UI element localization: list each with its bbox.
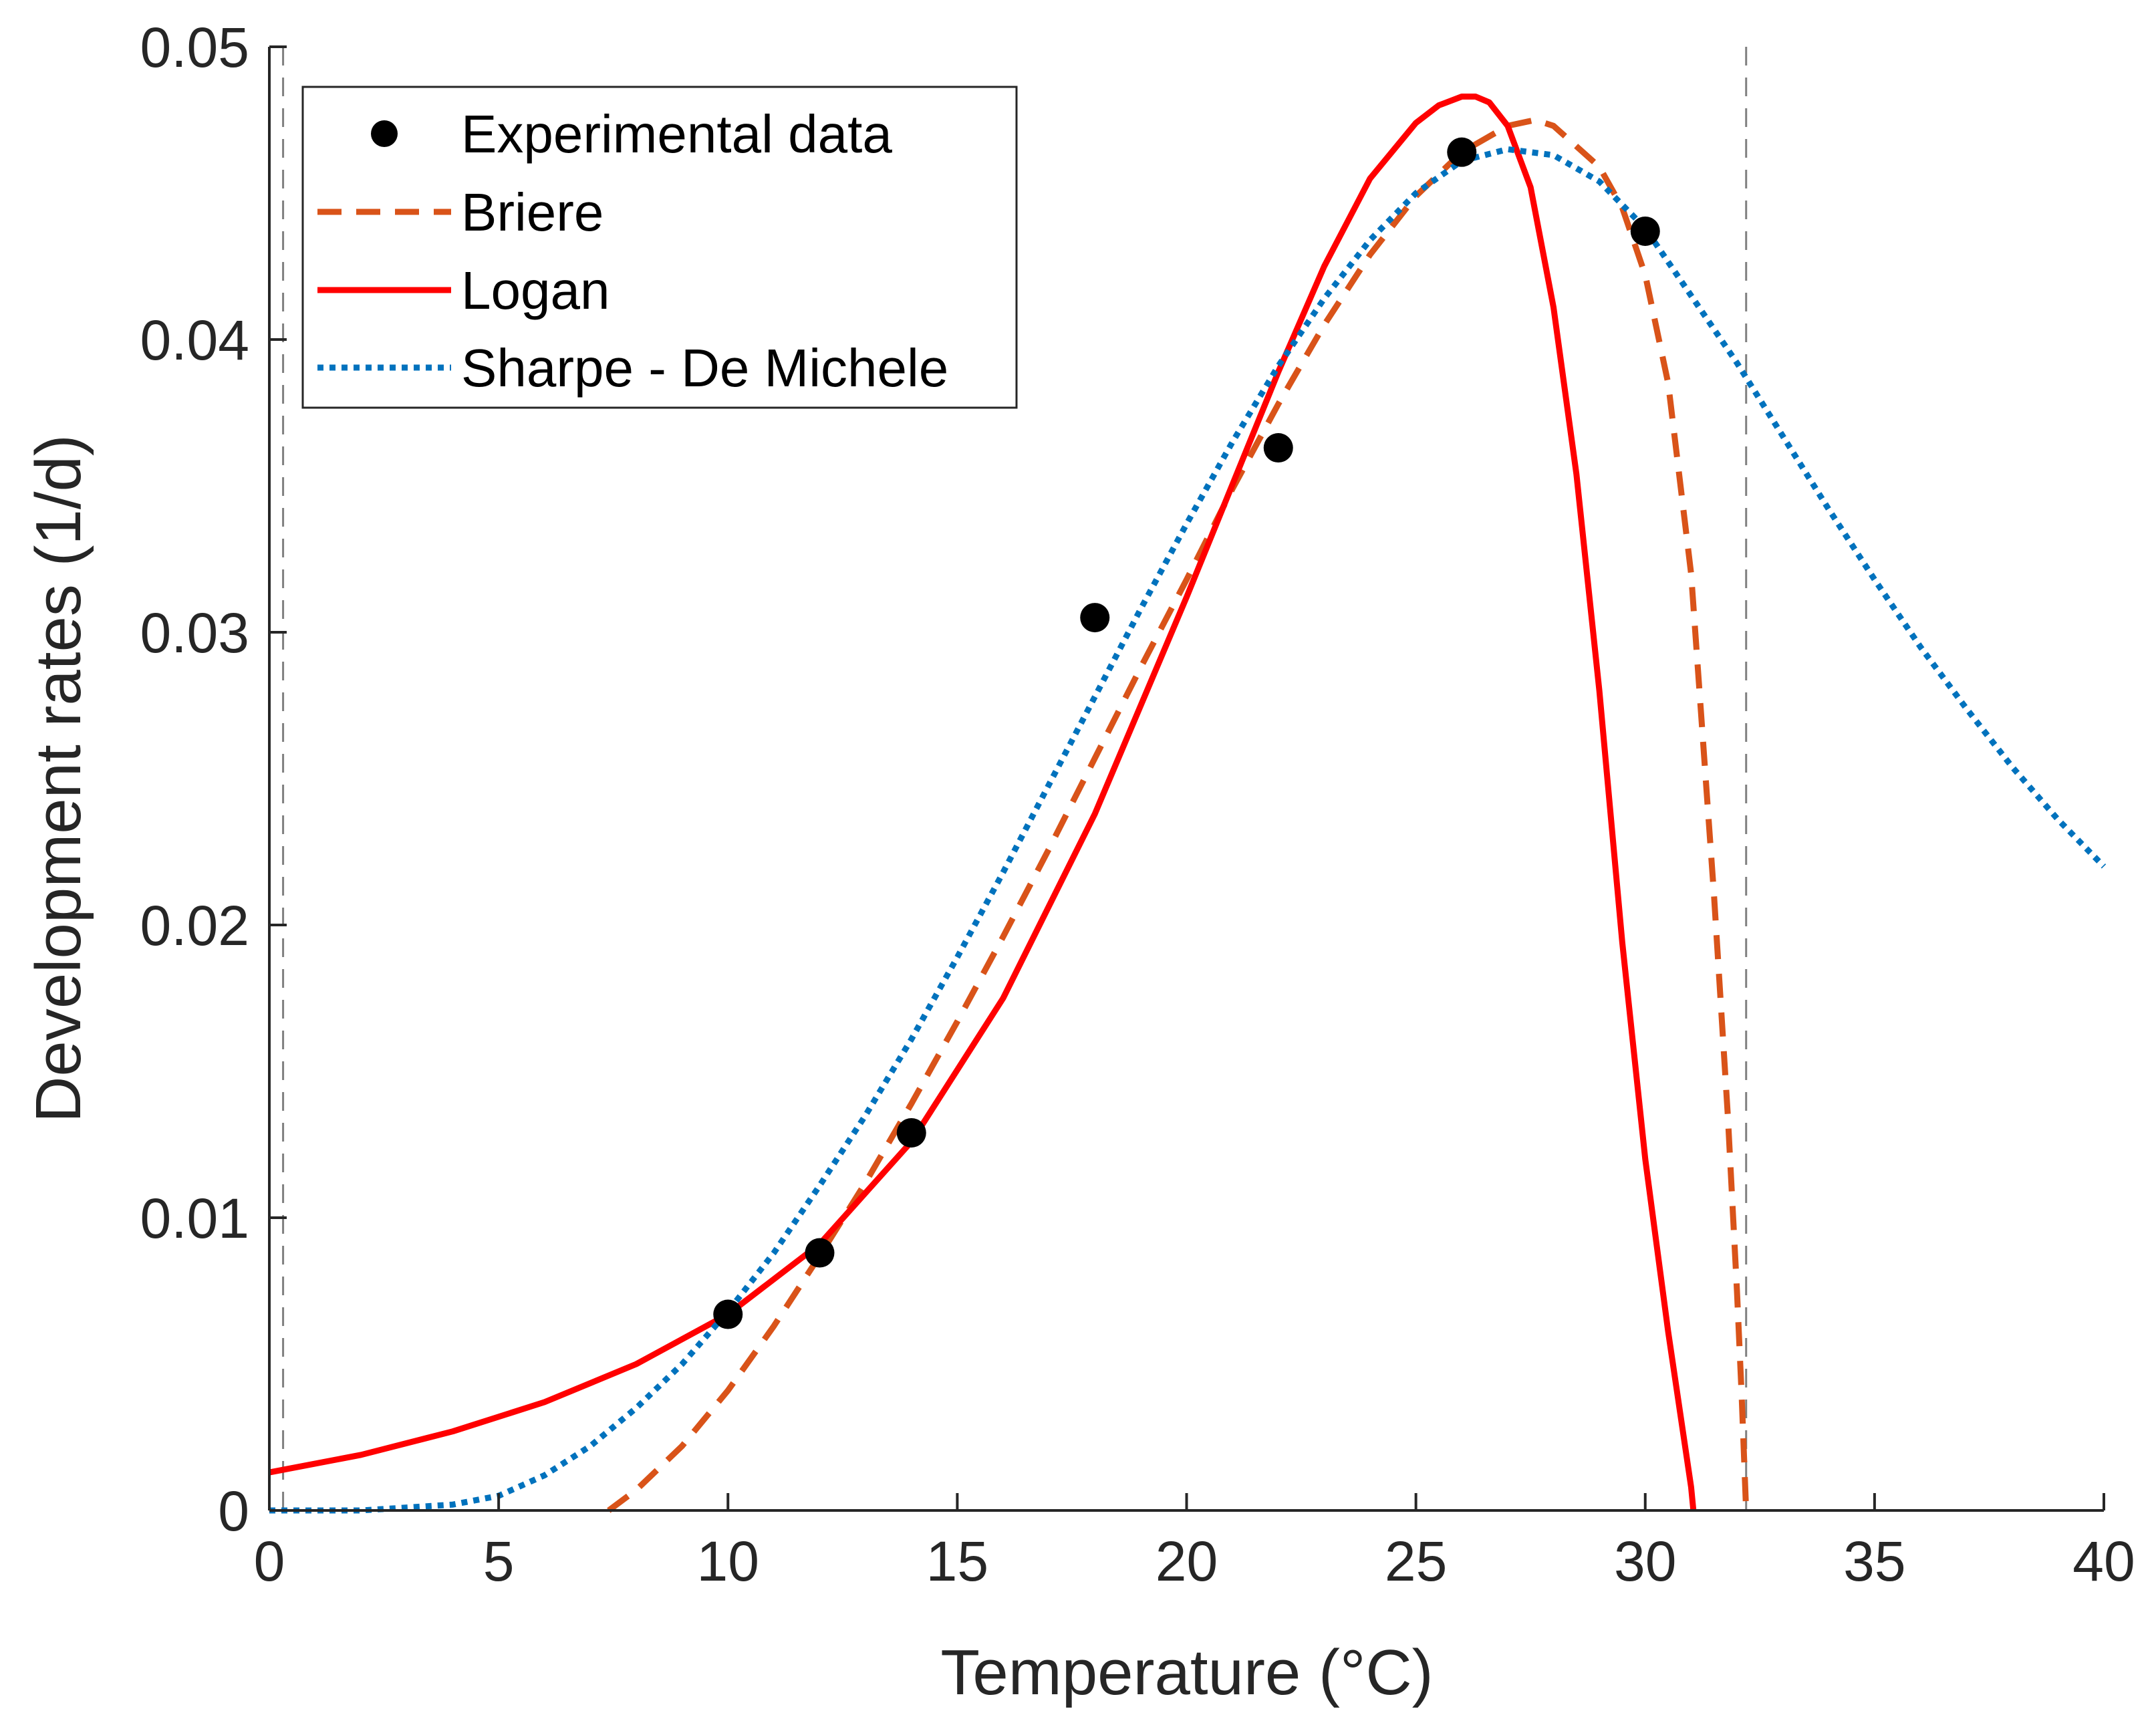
x-tick-label: 25	[1385, 1530, 1447, 1593]
y-tick-label: 0	[218, 1480, 249, 1543]
legend-label-briere: Briere	[461, 182, 603, 242]
data-point	[1080, 603, 1110, 633]
y-tick-label: 0.04	[140, 309, 250, 372]
x-tick-label: 30	[1614, 1530, 1676, 1593]
x-tick-label: 40	[2072, 1530, 2135, 1593]
x-tick-label: 35	[1843, 1530, 1905, 1593]
y-tick-label: 0.05	[140, 16, 250, 79]
x-ticks: 0 5 10 15 20 25 30 35 40	[254, 1493, 2135, 1593]
x-tick-label: 10	[697, 1530, 759, 1593]
data-point	[1630, 216, 1660, 246]
series-layer	[269, 94, 2107, 1514]
data-point	[805, 1238, 835, 1268]
y-tick-label: 0.01	[140, 1187, 250, 1250]
series-logan-line	[269, 94, 1697, 1511]
data-point	[1447, 137, 1477, 167]
x-tick-label: 20	[1156, 1530, 1218, 1593]
y-axis-title: Development rates (1/d)	[23, 434, 94, 1123]
y-tick-label: 0.02	[140, 894, 250, 957]
data-point	[713, 1299, 743, 1329]
legend-marker-experimental-data	[371, 120, 398, 147]
x-tick-label: 5	[483, 1530, 515, 1593]
y-tick-label: 0.03	[140, 602, 250, 664]
legend-box	[301, 86, 1018, 409]
x-axis-title: Temperature (°C)	[940, 1637, 1433, 1708]
x-tick-label: 0	[254, 1530, 285, 1593]
legend: Experimental data Briere Logan Sharpe - …	[301, 86, 1018, 409]
data-point	[1263, 433, 1293, 463]
legend-label-logan: Logan	[461, 261, 610, 320]
x-tick-label: 15	[926, 1530, 988, 1593]
y-ticks: 0 0.01 0.02 0.03 0.04 0.05	[140, 16, 287, 1543]
series-sharpe-de-michele-line	[269, 146, 2107, 1514]
legend-label-experimental-data: Experimental data	[461, 104, 892, 164]
legend-label-sharpe-de-michele: Sharpe - De Michele	[461, 338, 948, 398]
data-point	[896, 1117, 926, 1148]
